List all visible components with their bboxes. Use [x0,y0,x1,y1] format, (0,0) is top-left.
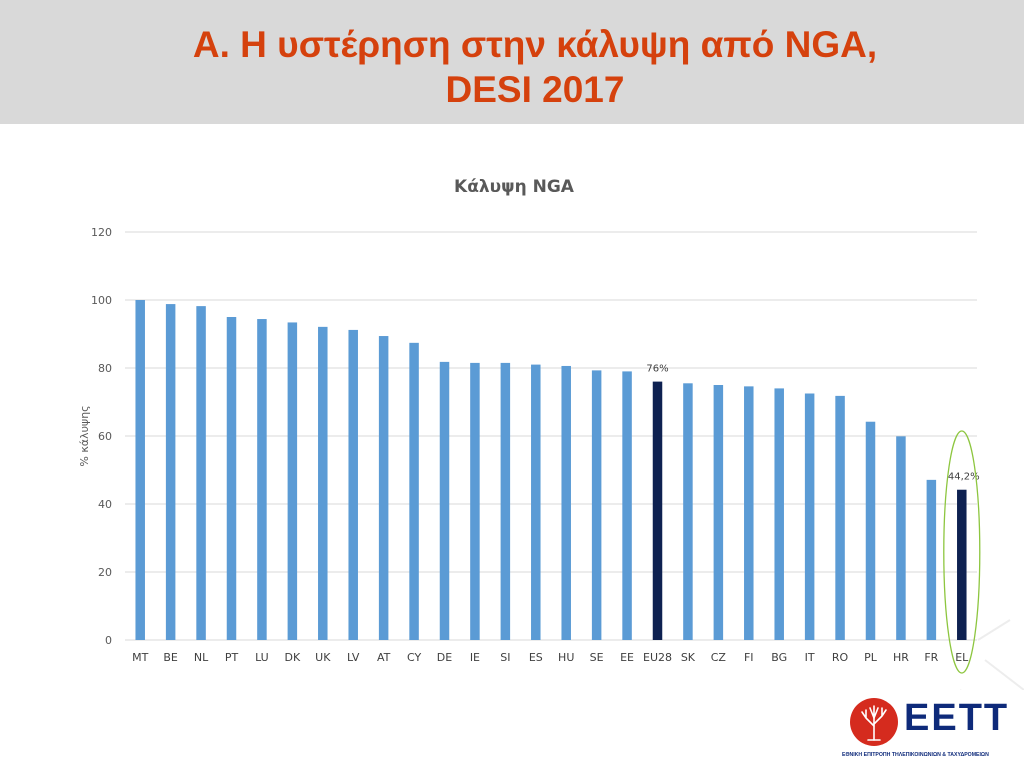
x-tick-lv: LV [347,651,360,664]
y-tick-0: 0 [105,634,112,647]
data-labels: 76% 44,2% [646,364,979,483]
bar-fr [926,479,937,640]
decorations [943,430,1024,690]
x-tick-labels: MT BE NL PT LU DK UK LV AT CY DE IE SI ES HU SE EE EU28 SK… [132,651,969,664]
y-tick-100: 100 [91,294,112,307]
tree-seal-icon [850,698,898,746]
bar-si [500,362,511,640]
x-tick-es: ES [529,651,543,664]
x-tick-at: AT [377,651,391,664]
logo-wordmark: ΕΕΤΤ [904,697,1010,739]
bar-mt [135,300,145,640]
bars [135,300,967,640]
bar-sk [683,383,693,640]
bar-fi [744,386,754,640]
bar-de [439,361,450,640]
slide-title-line-2: DESI 2017 [445,69,625,110]
x-tick-hu: HU [558,651,574,664]
x-tick-de: DE [437,651,452,664]
y-tick-120: 120 [91,226,112,239]
x-tick-it: IT [805,651,815,664]
bar-it [804,393,815,640]
x-tick-ro: RO [832,651,849,664]
x-tick-pl: PL [864,651,878,664]
y-tick-40: 40 [98,498,112,511]
x-tick-ee: EE [620,651,634,664]
x-tick-ie: IE [470,651,480,664]
x-tick-cz: CZ [711,651,727,664]
y-axis-label: % κάλυψης [78,405,91,466]
slide-title-line-1: Α. Η υστέρηση στην κάλυψη από NGA, [192,24,878,65]
bar-ie [470,362,480,640]
chart-title: Κάλυψη NGA [454,177,575,197]
x-tick-hr: HR [893,651,909,664]
bar-lv [348,329,358,640]
bar-be [165,304,176,640]
y-tick-80: 80 [98,362,112,375]
background-decoration [960,619,1024,690]
bar-se [591,370,602,640]
bar-ee [622,371,632,640]
bar-es [531,364,541,640]
x-tick-nl: NL [194,651,209,664]
bar-cz [713,385,724,640]
x-tick-lu: LU [255,651,269,664]
bar-uk [318,326,328,640]
x-tick-si: SI [500,651,510,664]
bar-pt [226,317,237,640]
x-tick-bg: BG [771,651,787,664]
data-label-eu28: 76% [646,364,668,375]
x-tick-se: SE [590,651,604,664]
highlight-ellipse-el [943,430,981,674]
bar-bg [774,388,784,640]
logo-subtitle: ΕΘΝΙΚΗ ΕΠΙΤΡΟΠΗ ΤΗΛΕΠΙΚΟΙΝΩΝΙΩΝ & ΤΑΧΥΔΡ… [842,752,989,758]
y-tick-labels: 0 20 40 60 80 100 120 [91,226,112,647]
bar-at [378,336,389,640]
x-tick-eu28: EU28 [643,651,672,664]
data-label-el: 44,2% [948,472,980,483]
x-tick-pt: PT [225,651,239,664]
eett-logo: ΕΕΤΤ ΕΘΝΙΚΗ ΕΠΙΤΡΟΠΗ ΤΗΛΕΠΙΚΟΙΝΩΝΙΩΝ & Τ… [842,690,1024,768]
x-tick-sk: SK [681,651,696,664]
bar-ro [835,395,845,640]
slide-header: Α. Η υστέρηση στην κάλυψη από NGA, DESI … [0,0,1024,124]
y-tick-60: 60 [98,430,112,443]
x-tick-cy: CY [407,651,421,664]
bar-dk [287,322,298,640]
bar-lu [257,319,267,640]
y-tick-20: 20 [98,566,112,579]
x-tick-be: BE [163,651,178,664]
slide-title: Α. Η υστέρηση στην κάλυψη από NGA, DESI … [0,22,1024,112]
x-tick-uk: UK [315,651,331,664]
bar-nl [196,306,206,640]
x-tick-fi: FI [744,651,754,664]
bar-eu28 [652,381,663,640]
bar-hu [561,365,571,640]
nga-coverage-chart: Κάλυψη NGA % κάλυψης 0 20 40 60 80 100 120 MT B… [78,177,1024,690]
gridlines [125,231,977,641]
bar-pl [865,421,876,640]
x-tick-dk: DK [285,651,301,664]
x-tick-fr: FR [924,651,938,664]
bar-el [957,489,967,640]
bar-cy [409,342,419,640]
x-tick-mt: MT [132,651,148,664]
bar-hr [896,436,906,640]
x-tick-el: EL [955,651,969,664]
